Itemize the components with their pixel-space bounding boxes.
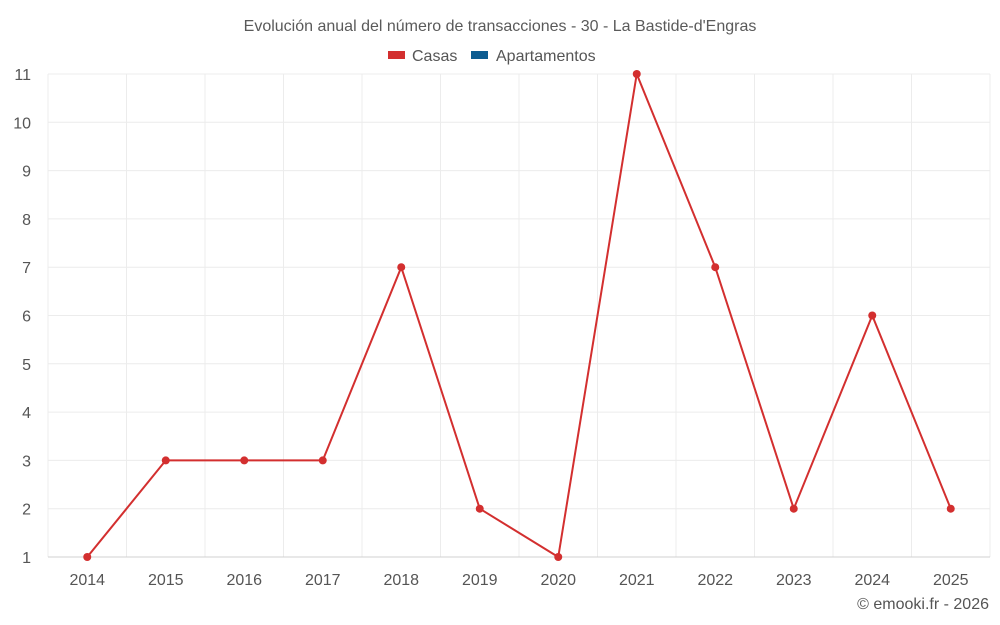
data-point-casas-2016[interactable] [240,456,249,465]
data-point-casas-2023[interactable] [789,504,798,513]
grid [47,73,991,557]
data-point-casas-2021[interactable] [632,70,641,78]
x-tick-label: 2025 [933,572,969,589]
legend: Casas Apartamentos [388,48,596,65]
y-tick-label: 1 [22,550,31,567]
x-tick-label: 2016 [226,572,262,589]
data-point-casas-2017[interactable] [318,456,327,465]
x-tick-label: 2018 [383,572,419,589]
credit-text: © emooki.fr - 2026 [857,596,989,613]
series-layer [83,70,955,561]
legend-item-casas[interactable]: Casas [388,48,457,65]
legend-item-apartamentos[interactable]: Apartamentos [471,48,596,65]
y-tick-label: 6 [22,309,31,326]
chart-title: Evolución anual del número de transaccio… [244,18,757,35]
y-tick-label: 8 [22,212,31,229]
x-tick-label: 2021 [619,572,655,589]
y-axis-ticks: 1 2 3 4 5 6 7 8 9 10 11 [13,67,31,567]
data-point-casas-2024[interactable] [868,311,877,320]
y-tick-label: 3 [22,453,31,470]
data-point-casas-2025[interactable] [946,504,955,513]
x-tick-label: 2020 [540,572,576,589]
y-tick-label: 7 [22,260,31,277]
x-tick-label: 2022 [697,572,733,589]
y-tick-label: 10 [13,115,31,132]
data-point-casas-2020[interactable] [554,553,563,561]
legend-label-apartamentos: Apartamentos [496,48,596,65]
y-tick-label: 5 [22,357,31,374]
legend-swatch-casas [388,51,405,59]
data-point-casas-2018[interactable] [397,263,406,272]
legend-label-casas: Casas [412,48,457,65]
x-tick-label: 2015 [148,572,184,589]
data-point-casas-2014[interactable] [83,553,92,561]
x-tick-label: 2019 [462,572,498,589]
series-line-casas [86,73,952,558]
legend-swatch-apartamentos [471,51,488,59]
y-tick-label: 4 [22,405,31,422]
x-tick-label: 2024 [854,572,890,589]
x-axis-ticks: 2014 2015 2016 2017 2018 2019 2020 2021 2022 2023… [69,572,968,589]
x-tick-label: 2014 [69,572,105,589]
y-tick-label: 2 [22,502,31,519]
data-point-casas-2022[interactable] [711,263,720,272]
y-tick-label: 9 [22,164,31,181]
data-point-casas-2019[interactable] [475,504,484,513]
x-tick-label: 2017 [305,572,341,589]
y-tick-label: 11 [14,67,31,84]
data-point-casas-2015[interactable] [161,456,170,465]
x-tick-label: 2023 [776,572,812,589]
series-casas [83,70,955,561]
